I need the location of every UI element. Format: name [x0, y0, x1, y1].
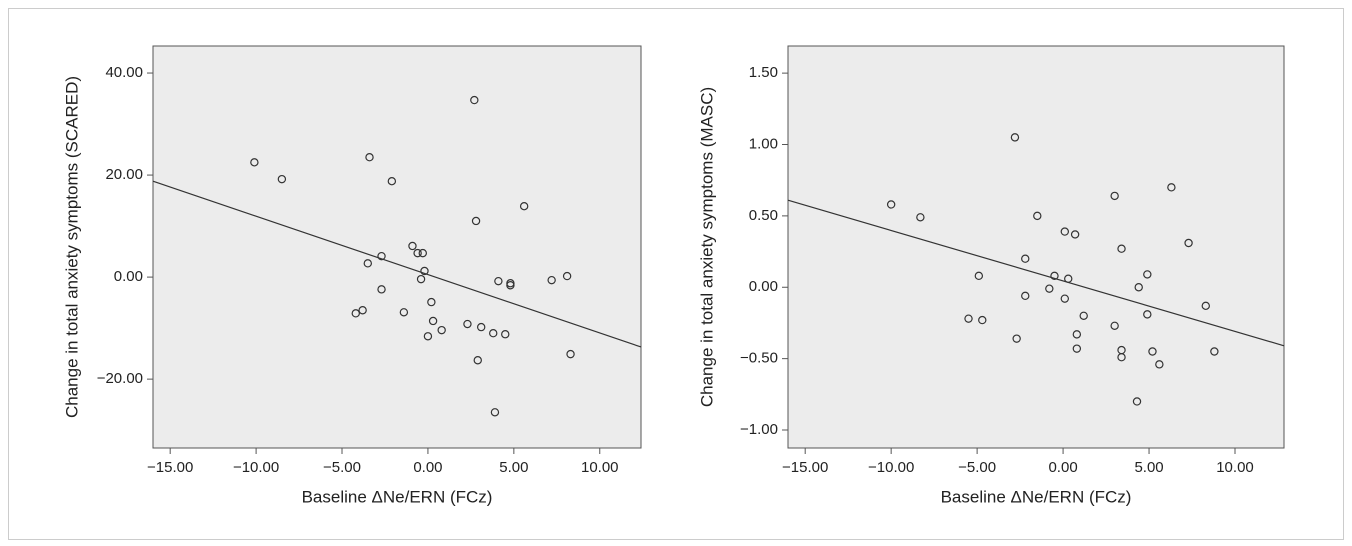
data-point: [437, 325, 446, 335]
data-point: [351, 309, 360, 318]
data-point: [1064, 274, 1073, 283]
data-point: [1143, 310, 1152, 319]
data-point: [418, 248, 427, 258]
data-point: [489, 329, 498, 338]
data-point: [1033, 211, 1042, 221]
data-point: [1134, 283, 1143, 292]
x-tick-label: −10.00: [233, 459, 279, 476]
x-tick-label: 0.00: [1048, 459, 1077, 476]
data-point: [1072, 330, 1082, 339]
y-axis-title: Change in total anxiety symptoms (MASC): [697, 87, 716, 407]
data-point: [1012, 334, 1021, 343]
data-point: [413, 248, 422, 258]
x-tick-label: 5.00: [1134, 459, 1163, 476]
data-point: [428, 316, 438, 326]
data-point: [490, 408, 500, 417]
data-point: [399, 308, 409, 317]
y-tick-label: −1.00: [740, 421, 778, 438]
data-point: [377, 285, 386, 294]
x-axis-title: Baseline ΔNe/ERN (FCz): [941, 487, 1132, 506]
data-point: [974, 271, 984, 281]
data-point: [547, 275, 556, 285]
x-tick-label: −15.00: [147, 459, 193, 476]
data-point: [1201, 301, 1210, 311]
fit-line: [152, 180, 642, 348]
data-point: [365, 153, 374, 162]
data-point: [519, 201, 529, 211]
data-point: [463, 319, 472, 329]
y-tick-label: −0.50: [740, 350, 778, 367]
data-point: [1021, 291, 1030, 301]
data-point: [420, 266, 429, 276]
x-tick-label: 5.00: [499, 459, 528, 476]
plot-area: [152, 45, 642, 449]
data-point: [1060, 227, 1069, 236]
y-axis-title: Change in total anxiety symptoms (SCARED…: [62, 76, 81, 418]
y-tick-label: 0.00: [114, 268, 143, 285]
data-point: [250, 158, 259, 167]
data-point: [473, 356, 482, 365]
data-point: [1184, 238, 1193, 248]
y-tick-label: 20.00: [105, 166, 143, 183]
data-point: [358, 306, 367, 315]
data-point: [1070, 230, 1080, 239]
data-point: [423, 332, 433, 341]
data-point: [471, 216, 481, 226]
data-point: [978, 315, 987, 325]
data-point: [1050, 271, 1059, 281]
y-tick-label: 1.50: [749, 64, 778, 81]
data-point: [1148, 347, 1157, 356]
data-point: [1143, 270, 1152, 279]
x-tick-label: −10.00: [868, 459, 914, 476]
fit-line: [787, 199, 1285, 347]
data-point: [377, 251, 386, 261]
data-point: [277, 174, 287, 184]
x-tick-label: 0.00: [413, 459, 442, 476]
data-point: [1132, 397, 1142, 406]
data-point: [501, 330, 510, 339]
y-tick-label: 1.00: [749, 135, 778, 152]
data-point: [1210, 347, 1219, 356]
x-tick-label: 10.00: [581, 459, 619, 476]
data-point: [1167, 183, 1176, 192]
data-point: [916, 213, 925, 222]
x-axis-title: Baseline ΔNe/ERN (FCz): [302, 487, 493, 506]
data-point: [408, 241, 417, 251]
plot-area: [787, 45, 1285, 449]
data-point: [1072, 344, 1082, 353]
data-point: [470, 95, 479, 105]
y-tick-label: 0.50: [749, 207, 778, 224]
data-point: [886, 200, 896, 209]
data-point: [1079, 311, 1088, 321]
data-point: [1117, 244, 1126, 253]
data-point: [1010, 133, 1020, 142]
x-tick-label: −5.00: [958, 459, 996, 476]
y-tick-label: 0.00: [749, 278, 778, 295]
data-point: [1021, 254, 1030, 263]
data-point: [416, 274, 426, 284]
data-point: [494, 276, 503, 286]
data-point: [1110, 321, 1119, 331]
data-point: [1117, 353, 1126, 362]
data-point: [1155, 360, 1164, 369]
x-tick-label: −5.00: [323, 459, 361, 476]
data-point: [476, 322, 486, 332]
data-point: [964, 314, 973, 323]
data-point: [363, 259, 372, 268]
data-point: [427, 297, 436, 307]
y-tick-label: 40.00: [105, 64, 143, 81]
data-point: [1110, 191, 1119, 201]
x-tick-label: −15.00: [782, 459, 828, 476]
data-point: [506, 281, 515, 290]
data-point: [1060, 294, 1069, 303]
x-tick-label: 10.00: [1216, 459, 1254, 476]
data-point: [566, 349, 575, 359]
data-point: [562, 271, 572, 281]
y-tick-label: −20.00: [97, 370, 143, 387]
data-point: [1045, 284, 1054, 293]
data-point: [387, 176, 397, 186]
